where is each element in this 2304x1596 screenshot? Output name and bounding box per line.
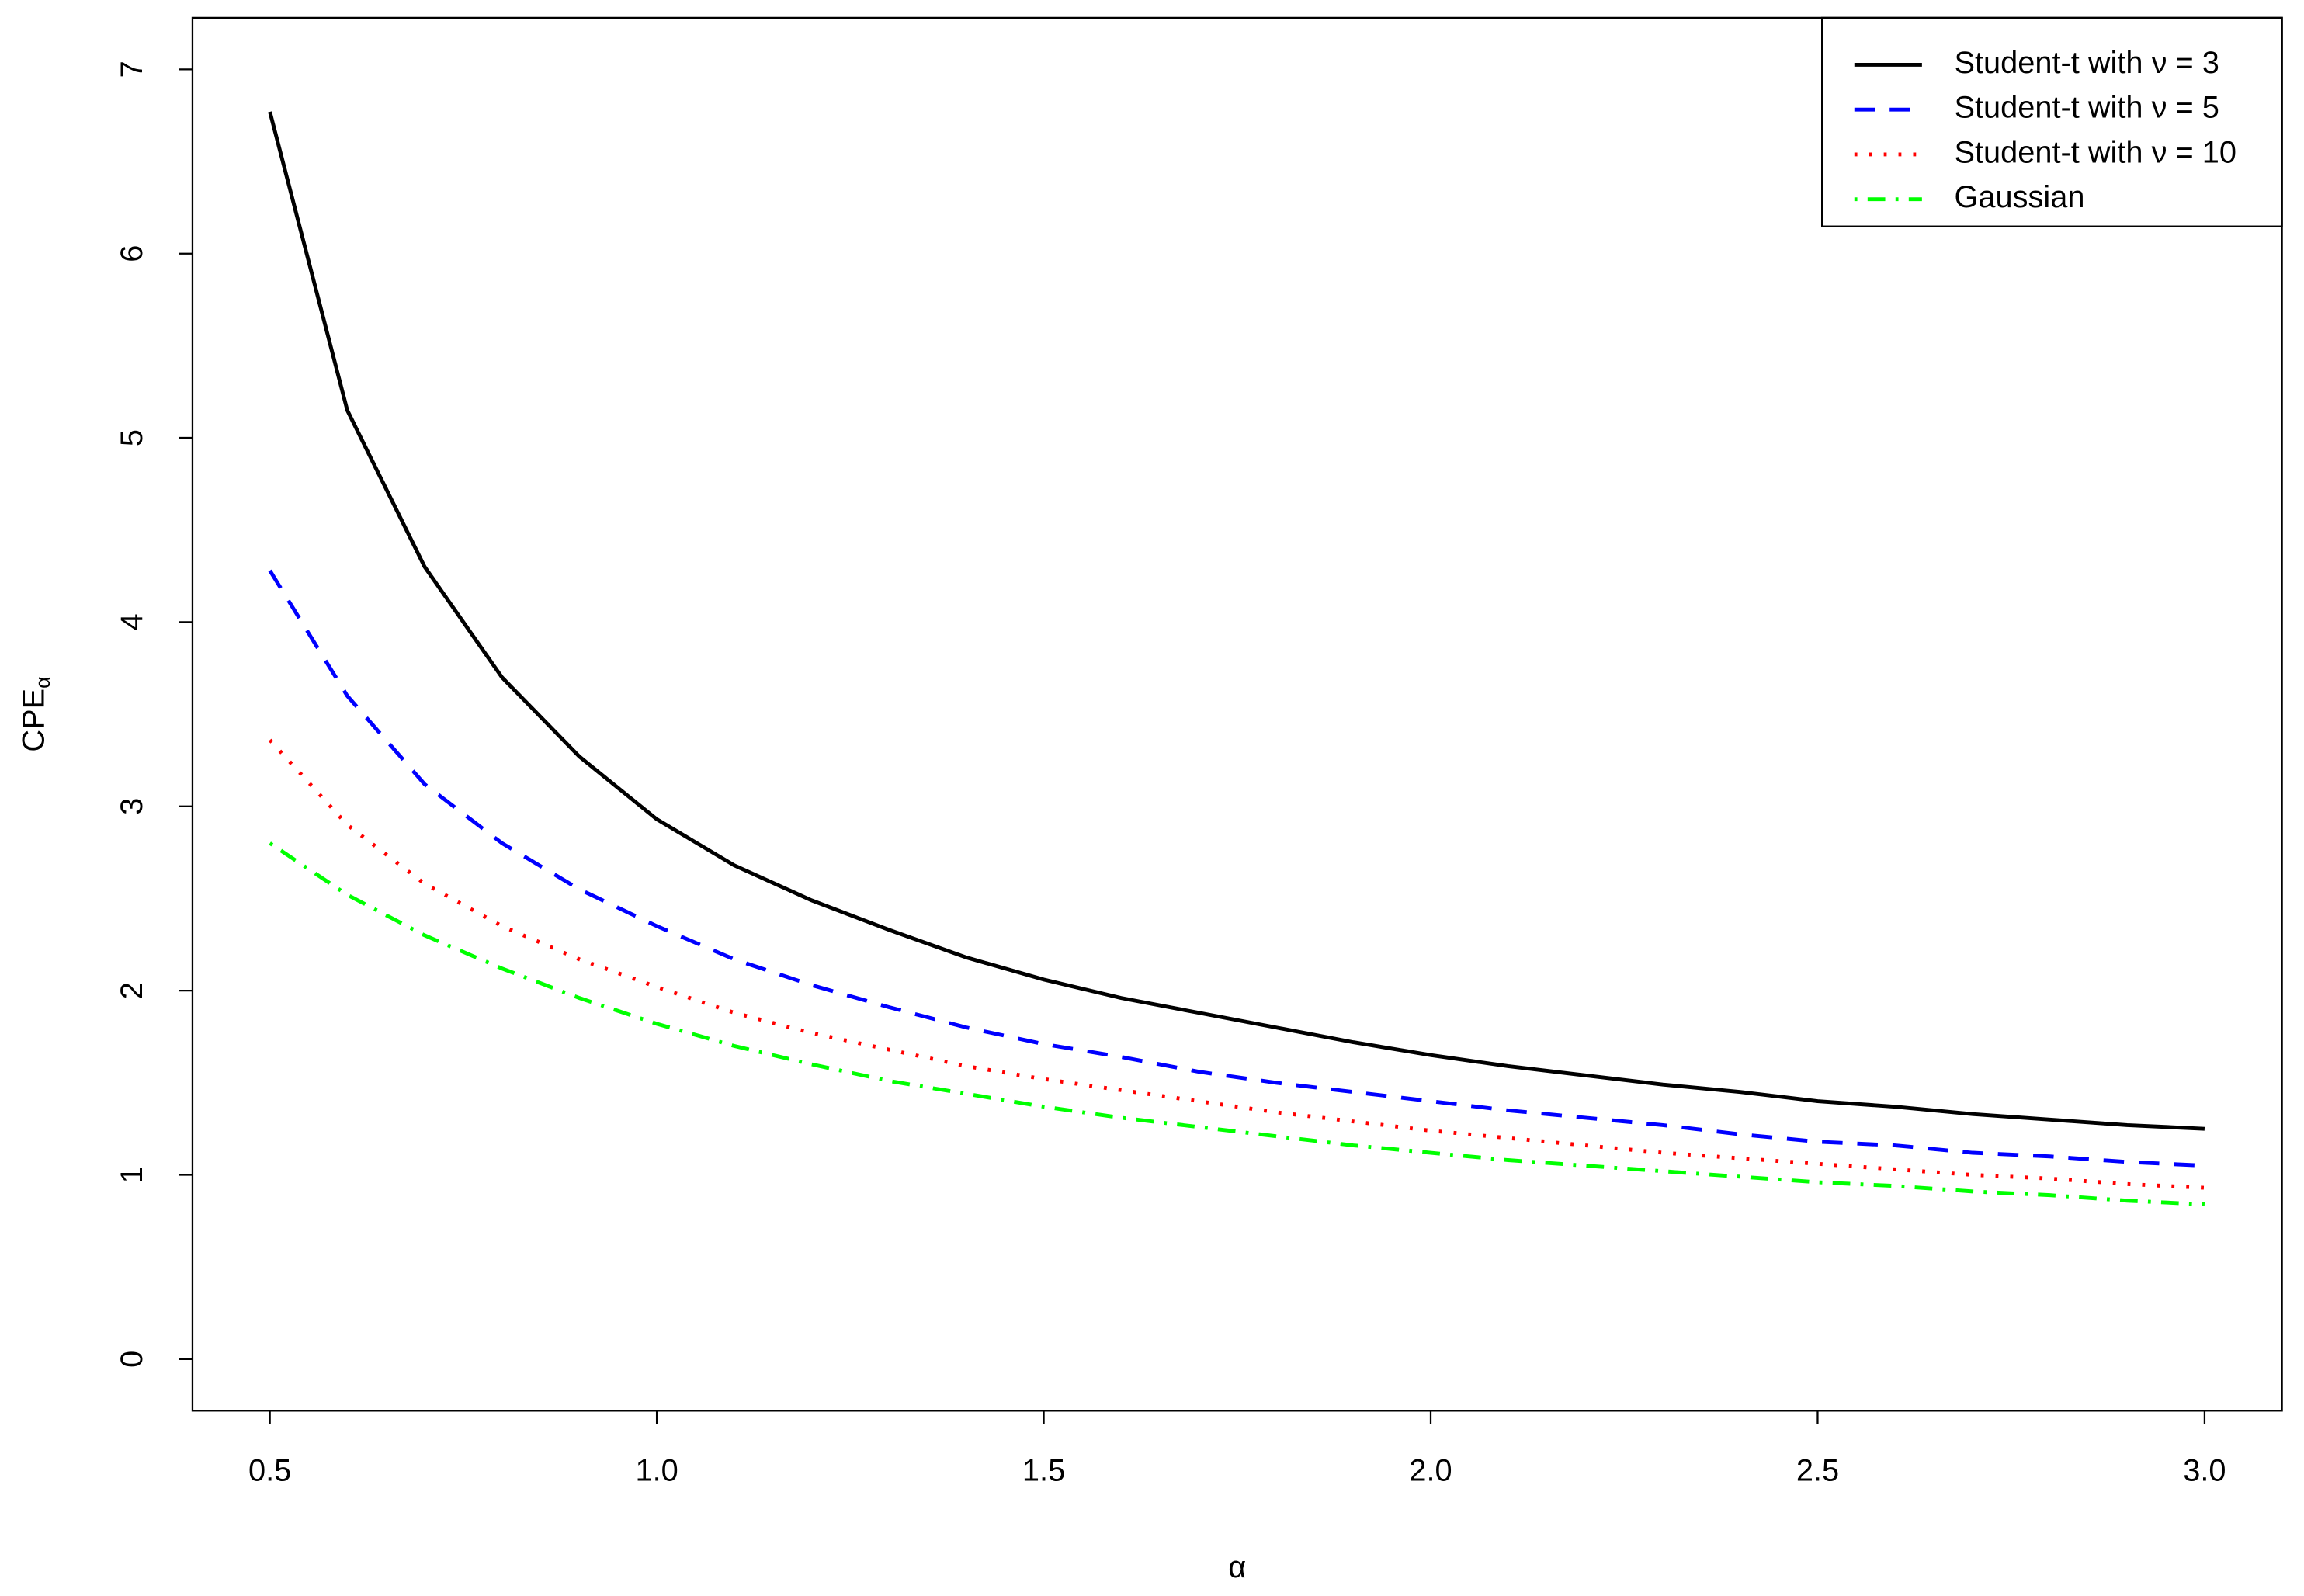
y-axis-label-main: CPE [16, 689, 50, 752]
x-tick-label: 0.5 [248, 1453, 291, 1487]
y-tick-label: 3 [115, 798, 149, 815]
y-tick-label: 4 [115, 613, 149, 630]
series-line [269, 841, 2205, 1206]
y-tick-label: 7 [115, 61, 149, 78]
x-tick-label: 2.0 [1409, 1453, 1452, 1487]
legend-label: Student-t with ν = 10 [1955, 135, 2236, 169]
series-line [268, 738, 2205, 1190]
legend: Student-t with ν = 3 Student-t with ν = 5… [1821, 16, 2283, 227]
legend-label: Gaussian [1955, 180, 2085, 214]
series-line [268, 111, 2205, 1131]
y-tick-label: 1 [115, 1166, 149, 1183]
y-axis-label-sub: α [31, 677, 54, 689]
y-tick-label: 6 [115, 245, 149, 262]
legend-label: Student-t with ν = 3 [1955, 46, 2219, 80]
x-tick-label: 1.0 [635, 1453, 678, 1487]
legend-box [1821, 16, 2283, 227]
x-tick-label: 2.5 [1796, 1453, 1839, 1487]
x-tick-label: 3.0 [2183, 1453, 2226, 1487]
y-tick-label: 2 [115, 982, 149, 999]
legend-label: Student-t with ν = 5 [1955, 91, 2219, 125]
y-tick-label: 0 [115, 1351, 149, 1368]
x-tick-label: 1.5 [1022, 1453, 1065, 1487]
y-axis-label: CPEα [16, 677, 54, 752]
series-line [268, 569, 2205, 1168]
y-tick-label: 5 [115, 429, 149, 446]
x-axis-label: α [1228, 1550, 1246, 1584]
